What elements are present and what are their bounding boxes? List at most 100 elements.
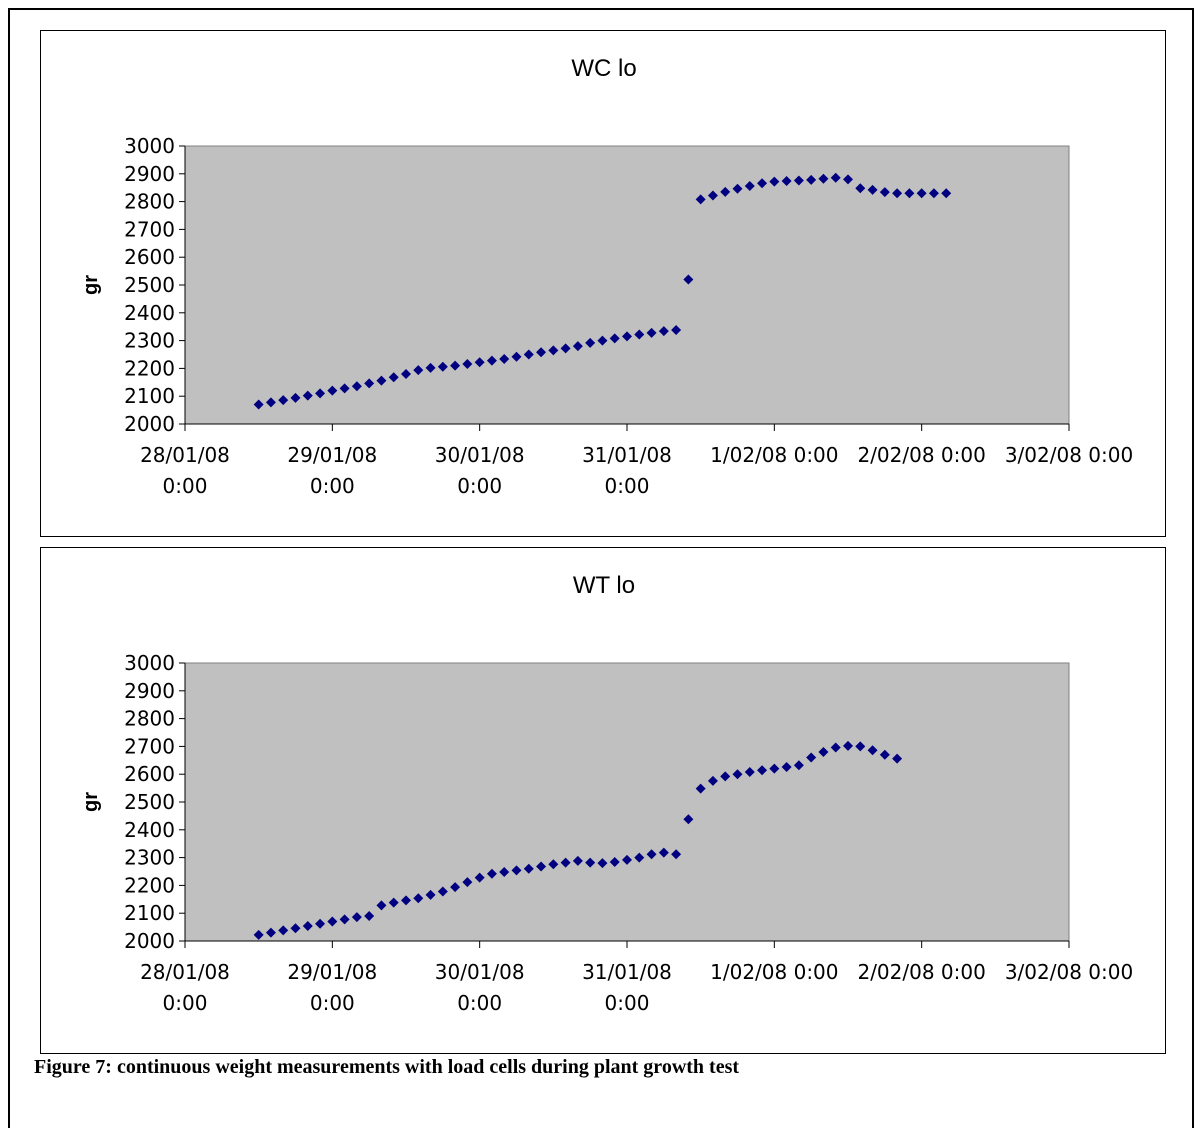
data-point: [793, 175, 804, 186]
data-point: [671, 325, 682, 336]
data-point: [523, 863, 534, 874]
x-tick-label-line2: 0:00: [457, 474, 502, 498]
data-point: [843, 174, 853, 185]
y-tick-label: 2000: [124, 929, 175, 953]
data-point: [572, 855, 583, 866]
x-tick-label: 31/01/08: [582, 443, 672, 467]
data-point: [315, 918, 326, 929]
data-point: [683, 274, 694, 285]
x-tick-label-line2: 0:00: [310, 991, 355, 1015]
chart-wt-lo-svg: WT lo 3000 2900 2800 2700 2600 2500 2400 2300 220…: [80, 572, 1133, 1015]
data-point: [744, 766, 755, 777]
x-tick-label-line2: 0:00: [605, 474, 650, 498]
data-point: [646, 327, 657, 338]
data-point: [904, 188, 915, 199]
y-tick-label: 2700: [124, 734, 175, 758]
data-point: [634, 329, 645, 340]
data-point: [634, 852, 645, 863]
data-point: [695, 194, 706, 205]
data-point: [892, 753, 903, 764]
x-tick-label: 29/01/08: [287, 443, 377, 467]
y-tick-label: 2200: [124, 356, 175, 380]
data-point: [658, 326, 669, 337]
data-point: [769, 176, 780, 187]
plot-area: [184, 145, 1070, 425]
data-point: [879, 187, 890, 198]
x-tick-label-line2: 0:00: [605, 991, 650, 1015]
data-point: [265, 927, 276, 938]
data-point: [560, 857, 571, 868]
data-point: [867, 745, 878, 756]
y-tick-label: 2100: [124, 384, 175, 408]
data-point: [646, 849, 657, 860]
data-point: [474, 872, 485, 883]
data-point: [622, 854, 632, 865]
data-point: [671, 849, 682, 860]
x-tick-label-line2: 0:00: [457, 991, 502, 1015]
chart-wc-lo-svg: WC lo 3000 2900 2800 2700 2600 2500 2400 2300 220…: [80, 55, 1133, 498]
x-tick-label: 1/02/08 0:00: [710, 960, 838, 984]
x-tick-label: 31/01/08: [582, 960, 672, 984]
y-tick-label: 2600: [124, 762, 175, 786]
data-point: [499, 867, 510, 878]
data-point: [327, 385, 338, 396]
data-point: [781, 761, 792, 772]
y-tick-label: 3000: [124, 651, 175, 675]
data-point: [683, 814, 694, 825]
data-point: [536, 347, 547, 358]
x-tick-label-line2: 0:00: [163, 474, 208, 498]
data-point: [585, 337, 596, 348]
data-point: [720, 186, 731, 197]
data-point: [290, 923, 301, 934]
data-point: [830, 742, 841, 753]
data-point: [928, 188, 939, 199]
data-point: [707, 775, 718, 786]
x-tick-label-line2: 0:00: [163, 991, 208, 1015]
data-point: [818, 746, 829, 757]
data-point: [548, 859, 559, 870]
data-point: [278, 395, 289, 406]
data-point: [597, 335, 608, 346]
data-point: [339, 914, 350, 925]
data-point: [892, 188, 903, 199]
data-point: [278, 925, 289, 936]
data-point: [843, 740, 853, 751]
x-tick-label: 2/02/08 0:00: [857, 443, 985, 467]
y-tick-label: 2800: [124, 190, 175, 214]
y-tick-label: 2300: [124, 846, 175, 870]
x-tick-label: 30/01/08: [435, 443, 525, 467]
data-point: [450, 360, 461, 371]
data-point: [781, 176, 792, 187]
x-tick-label: 3/02/08 0:00: [1005, 960, 1133, 984]
data-point: [302, 920, 313, 931]
y-axis-title: gr: [80, 275, 102, 295]
data-point: [916, 188, 927, 199]
chart-wt-lo: WT lo 3000 2900 2800 2700 2600 2500 2400 2300 220…: [40, 547, 1166, 1054]
data-point: [486, 868, 497, 879]
data-point: [536, 861, 547, 872]
data-point: [769, 763, 780, 774]
data-point: [302, 390, 313, 401]
y-tick-label: 2500: [124, 790, 175, 814]
data-point: [462, 877, 473, 888]
figure-caption: Figure 7: continuous weight measurements…: [34, 1056, 740, 1078]
y-tick-label: 2900: [124, 679, 175, 703]
data-point: [401, 895, 411, 906]
data-point: [609, 857, 620, 868]
y-tick-label: 2100: [124, 901, 175, 925]
data-point: [511, 351, 522, 362]
data-point: [806, 174, 817, 185]
y-tick-label: 3000: [124, 134, 175, 158]
data-point: [732, 183, 743, 194]
data-point: [486, 355, 497, 366]
data-point: [523, 349, 534, 360]
data-point: [437, 361, 448, 372]
data-point: [425, 889, 436, 900]
data-point: [572, 341, 583, 352]
data-point: [290, 392, 301, 403]
x-tick-label: 2/02/08 0:00: [857, 960, 985, 984]
x-tick-label: 28/01/08: [140, 443, 230, 467]
y-tick-label: 2500: [124, 273, 175, 297]
data-point: [855, 183, 866, 194]
data-point: [327, 916, 338, 927]
